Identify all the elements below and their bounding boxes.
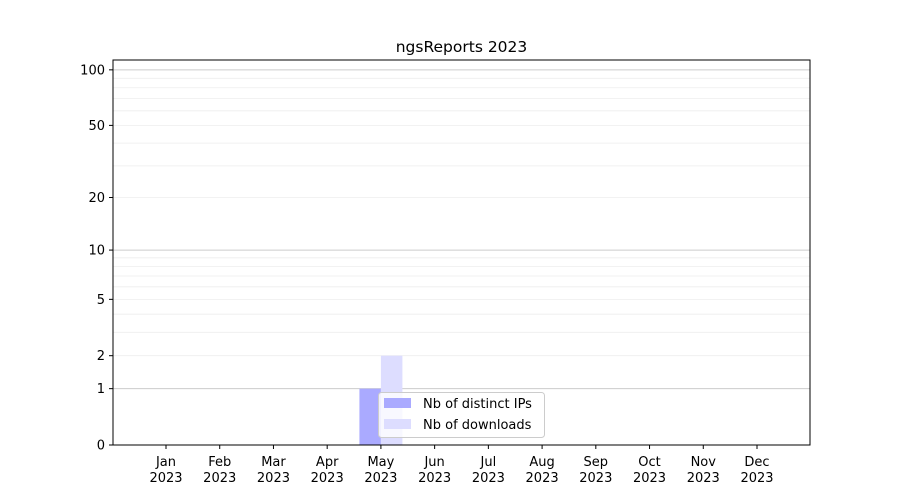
x-tick-label-year: 2023 <box>203 471 236 486</box>
x-tick-label-year: 2023 <box>149 471 182 486</box>
x-tick-label-year: 2023 <box>687 471 720 486</box>
x-tick-label-month: May <box>367 455 394 470</box>
x-tick-label-month: Apr <box>316 455 339 470</box>
x-tick-label-month: Mar <box>261 455 286 470</box>
legend: Nb of distinct IPs Nb of downloads <box>378 392 545 438</box>
bar-distinct-ips <box>359 388 381 445</box>
grid <box>113 69 810 390</box>
y-tick-label: 20 <box>88 191 105 206</box>
y-tick-label: 1 <box>97 382 105 397</box>
x-tick-label-month: Aug <box>529 455 554 470</box>
y-axis: 0 1 2 5 10 20 50 100 <box>80 63 113 454</box>
y-tick-label: 2 <box>97 349 105 364</box>
plot-frame <box>112 59 811 446</box>
x-tick-label-year: 2023 <box>579 471 612 486</box>
x-tick-label-year: 2023 <box>526 471 559 486</box>
y-tick-label: 5 <box>97 293 105 308</box>
legend-label: Nb of downloads <box>423 418 532 433</box>
y-tick-label: 100 <box>80 63 105 78</box>
x-tick-label-month: Dec <box>744 455 769 470</box>
x-tick-label-year: 2023 <box>257 471 290 486</box>
x-tick-label-month: Jan <box>155 455 176 470</box>
x-tick-label-year: 2023 <box>633 471 666 486</box>
legend-box <box>378 392 545 438</box>
legend-swatch <box>384 419 411 429</box>
x-tick-label-month: Oct <box>638 455 660 470</box>
legend-label: Nb of distinct IPs <box>423 397 532 412</box>
chart-title: ngsReports 2023 <box>396 38 528 56</box>
x-tick-label-year: 2023 <box>740 471 773 486</box>
x-tick-label-year: 2023 <box>311 471 344 486</box>
y-tick-label: 10 <box>88 244 105 259</box>
x-tick-label-month: Nov <box>691 455 717 470</box>
legend-swatch <box>384 398 411 408</box>
x-tick-label-month: Feb <box>208 455 231 470</box>
x-tick-label-year: 2023 <box>418 471 451 486</box>
x-axis: Jan2023Feb2023Mar2023Apr2023May2023Jun20… <box>149 445 774 486</box>
x-tick-label-month: Jul <box>480 455 497 470</box>
x-tick-label-year: 2023 <box>472 471 505 486</box>
x-tick-label-month: Sep <box>584 455 609 470</box>
x-tick-label-month: Jun <box>423 455 444 470</box>
y-tick-label: 50 <box>88 119 105 134</box>
x-tick-label-year: 2023 <box>364 471 397 486</box>
y-tick-label: 0 <box>97 439 105 454</box>
